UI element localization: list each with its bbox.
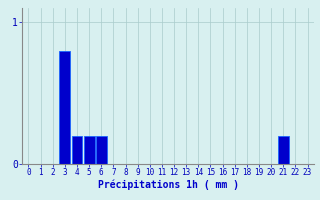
Bar: [84, 136, 95, 164]
Bar: [72, 136, 83, 164]
Bar: [278, 136, 289, 164]
Bar: [96, 136, 107, 164]
Bar: [60, 51, 70, 164]
X-axis label: Précipitations 1h ( mm ): Précipitations 1h ( mm ): [98, 180, 238, 190]
